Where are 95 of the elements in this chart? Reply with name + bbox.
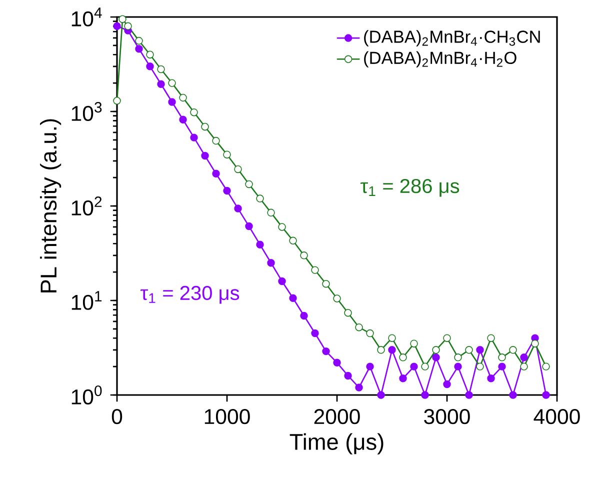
point xyxy=(465,391,473,399)
point xyxy=(135,45,143,53)
point xyxy=(289,236,297,245)
point xyxy=(212,170,220,178)
point xyxy=(300,252,308,260)
point xyxy=(344,372,352,380)
point xyxy=(168,98,176,106)
point xyxy=(443,334,451,342)
point xyxy=(542,391,550,399)
point xyxy=(157,65,165,74)
point xyxy=(256,240,264,249)
point xyxy=(245,222,253,230)
annotation: τ$_{1}$ = 286 μs xyxy=(360,178,460,197)
point xyxy=(355,384,363,392)
annotation: τ$_{1}$ = 230 μs xyxy=(140,286,240,304)
point xyxy=(168,79,176,87)
y-tick-label: 10$^{2}$ xyxy=(72,196,102,216)
point xyxy=(410,340,418,348)
x-tick-label: 0 xyxy=(112,409,122,424)
point xyxy=(267,259,275,267)
point xyxy=(278,223,286,231)
x-tick-label: 2000 xyxy=(314,409,360,424)
point xyxy=(487,334,495,342)
point xyxy=(146,50,154,58)
point xyxy=(124,22,132,30)
point xyxy=(432,346,440,354)
point xyxy=(399,354,407,362)
point xyxy=(476,362,484,370)
point xyxy=(388,346,396,354)
legend-label: (DABA)$_{2}$MnBr$_{4}$·H$_{2}$O xyxy=(364,51,516,68)
x-tick-label: 1000 xyxy=(204,409,250,424)
point xyxy=(146,62,154,70)
point xyxy=(333,294,341,302)
point xyxy=(234,204,242,212)
point xyxy=(377,346,385,354)
point xyxy=(223,150,231,158)
point xyxy=(311,266,319,274)
point xyxy=(201,122,209,131)
point xyxy=(388,334,396,342)
point xyxy=(201,152,209,160)
point xyxy=(267,208,275,217)
point xyxy=(509,391,517,399)
point xyxy=(190,108,198,116)
point xyxy=(322,280,330,288)
point xyxy=(366,362,374,370)
y-tick-label: 10$^{1}$ xyxy=(72,291,102,310)
point xyxy=(179,94,187,102)
point xyxy=(454,362,462,370)
point xyxy=(311,329,319,338)
point xyxy=(476,346,484,354)
point xyxy=(118,15,126,23)
point xyxy=(443,380,451,388)
point xyxy=(113,22,121,30)
point xyxy=(113,96,121,105)
point xyxy=(421,391,429,399)
point xyxy=(190,134,198,142)
point xyxy=(498,362,506,370)
x-tick-label: 3000 xyxy=(424,409,470,424)
point xyxy=(135,36,143,45)
point xyxy=(531,340,539,348)
point xyxy=(377,391,385,399)
y-tick-label: 10$^{0}$ xyxy=(72,385,102,404)
point xyxy=(542,362,550,370)
point xyxy=(432,354,440,362)
point xyxy=(421,362,429,370)
point xyxy=(157,80,165,88)
point xyxy=(454,354,462,362)
point xyxy=(344,308,352,317)
point xyxy=(333,358,341,367)
point xyxy=(212,136,220,145)
point xyxy=(509,346,517,354)
point xyxy=(399,374,407,382)
point xyxy=(520,354,528,362)
point xyxy=(465,346,473,354)
point xyxy=(223,186,231,195)
legend-label: (DABA)$_{2}$MnBr$_{4}$·CH$_{3}$CN xyxy=(364,30,540,46)
x-axis-title: Time (μs) xyxy=(290,433,384,454)
point xyxy=(366,329,374,338)
point xyxy=(410,362,418,370)
point xyxy=(520,362,528,370)
point xyxy=(487,374,495,382)
point xyxy=(289,294,297,302)
point xyxy=(322,347,330,356)
point xyxy=(355,323,363,332)
point xyxy=(179,116,187,124)
point xyxy=(245,180,253,188)
point xyxy=(234,165,242,174)
point xyxy=(300,312,308,320)
point xyxy=(256,194,264,202)
y-tick-label: 10$^{3}$ xyxy=(72,102,102,122)
point xyxy=(498,354,506,362)
point xyxy=(278,277,286,286)
y-axis-title: PL intensity (a.u.) xyxy=(40,119,62,292)
y-tick-label: 10$^{4}$ xyxy=(72,8,102,26)
x-tick-label: 4000 xyxy=(534,409,580,424)
